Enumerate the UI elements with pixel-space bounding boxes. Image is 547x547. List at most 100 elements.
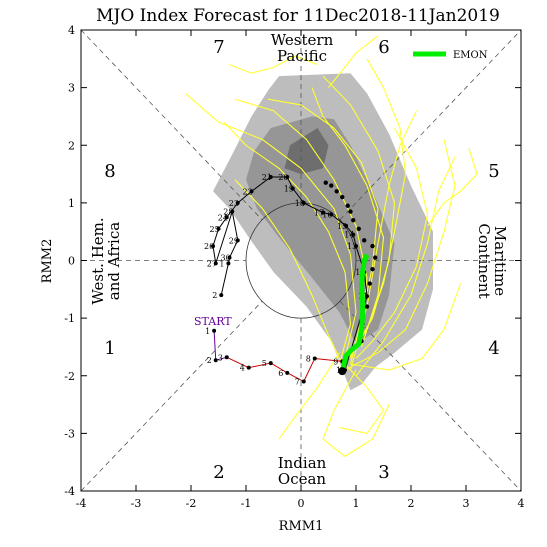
y-tick-label-3: -1 (64, 312, 75, 325)
observed-day-label-5: 5 (262, 359, 267, 368)
observed-point-16 (329, 212, 334, 217)
observed-day-label-13: 13 (347, 242, 357, 251)
observed-day-label-28: 28 (223, 208, 233, 217)
observed-day-label-30: 30 (221, 254, 231, 263)
guide-diag-bl (80, 300, 263, 492)
observed-point-5 (268, 361, 273, 366)
ensemble-member-3 (355, 156, 456, 377)
observed-point-13 (354, 244, 358, 249)
ensemble-member-12 (350, 58, 407, 354)
chart-title: MJO Index Forecast for 11Dec2018-11Jan20… (96, 6, 500, 26)
ensemble-members (185, 35, 478, 458)
forecast-dot-6 (348, 209, 353, 214)
y-tick-label-0: -4 (64, 485, 75, 498)
start-label: START (194, 315, 232, 328)
observed-day-label-16: 16 (322, 210, 332, 219)
forecast-dot-1 (323, 180, 328, 185)
observed-point-15 (344, 223, 349, 228)
phase-label-6: 6 (378, 37, 389, 58)
observed-point-4 (246, 365, 251, 370)
x-tick-label-3: -1 (241, 497, 252, 510)
region-label-bottom-line1: Indian (278, 454, 327, 472)
ensemble-member-8 (278, 352, 340, 440)
observed-day-label-21: 21 (262, 173, 272, 182)
phase-label-3: 3 (378, 462, 389, 483)
observed-point-24 (224, 215, 229, 220)
region-label-bottom-line2: Ocean (278, 470, 327, 488)
unit-circle (245, 202, 357, 319)
observed-day-label-17: 17 (314, 209, 324, 218)
observed-segment-22 (237, 190, 252, 204)
ensemble-member-13 (234, 179, 346, 371)
y-tick-label-8: 4 (68, 24, 75, 37)
observed-day-label-29: 29 (229, 236, 239, 245)
ensemble-member-16 (339, 363, 385, 435)
observed-day-label-8: 8 (306, 354, 311, 363)
observed-segment-26 (212, 246, 217, 264)
x-tick-label-5: 1 (353, 497, 360, 510)
observed-segment-3 (226, 356, 249, 369)
observed-segment-5 (270, 362, 288, 374)
region-label-right-line1: Maritime (491, 226, 509, 296)
phase-label-2: 2 (213, 462, 224, 483)
observed-segment-28 (231, 211, 239, 241)
observed-point-7 (301, 379, 306, 384)
ensemble-member-6 (344, 139, 456, 371)
observed-segment-1 (213, 330, 217, 361)
observed-day-label-23: 23 (229, 199, 239, 208)
phase-label-1: 1 (104, 338, 115, 359)
observed-day-label-1: 1 (205, 327, 210, 336)
observed-point-6 (285, 370, 290, 375)
ensemble-member-18 (229, 55, 318, 74)
x-tick-label-8: 4 (518, 497, 525, 510)
region-label-top-line1: Western (271, 31, 334, 49)
forecast-dot-9 (362, 238, 367, 243)
observed-point-1 (212, 328, 217, 333)
forecast-dot-5 (345, 203, 350, 208)
forecast-dot-4 (340, 194, 345, 200)
observed-point-14 (351, 232, 356, 237)
ensemble-member-17 (427, 147, 478, 227)
observed-point-29 (235, 238, 240, 243)
observed-day-label-22: 22 (243, 187, 253, 196)
observed-segment-24 (218, 216, 228, 230)
x-tick-label-6: 2 (408, 497, 415, 510)
x-tick-label-0: -4 (76, 497, 87, 510)
ensemble-member-4 (223, 121, 352, 365)
observed-day-label-14: 14 (344, 231, 354, 240)
guide-diag-tr (339, 29, 522, 221)
emon-mean-track (338, 253, 370, 376)
observed-segment-25 (212, 228, 219, 247)
ensemble-member-11 (311, 87, 385, 348)
phase-guide-lines (80, 29, 522, 492)
observed-segment-19 (286, 176, 294, 189)
forecast-dot-14 (364, 304, 370, 309)
x-tick-label-1: -3 (131, 497, 142, 510)
observed-point-20 (285, 174, 290, 179)
observed-day-label-3: 3 (218, 353, 223, 362)
ensemble-member-7 (322, 369, 390, 458)
observed-point-27 (213, 261, 218, 266)
observed-day-label-19: 19 (284, 184, 294, 193)
x-tick-label-7: 3 (463, 497, 470, 510)
observed-day-label-25: 25 (210, 225, 220, 234)
observed-point-11 (365, 294, 369, 299)
observed-point-2 (213, 358, 218, 363)
observed-day-label-20: 20 (278, 173, 288, 182)
observed-point-22 (249, 189, 254, 194)
y-tick-label-7: 3 (68, 82, 75, 95)
observed-day-label-24: 24 (218, 213, 228, 222)
observed-segment-4 (248, 362, 271, 369)
forecast-dot-7 (351, 217, 356, 223)
observed-point-17 (321, 210, 325, 215)
forecast-dot-2 (329, 183, 334, 188)
region-label-left-line1: West. Hem. (89, 217, 107, 304)
guide-diag-tl (80, 29, 263, 221)
observed-point-3 (224, 355, 229, 360)
observed-point-8 (312, 356, 317, 361)
observed-point-18 (301, 200, 306, 205)
observed-segment-17 (303, 202, 324, 214)
observed-segment-29 (229, 240, 239, 258)
observed-segment-15 (330, 214, 347, 227)
observed-segment-27 (215, 211, 233, 264)
